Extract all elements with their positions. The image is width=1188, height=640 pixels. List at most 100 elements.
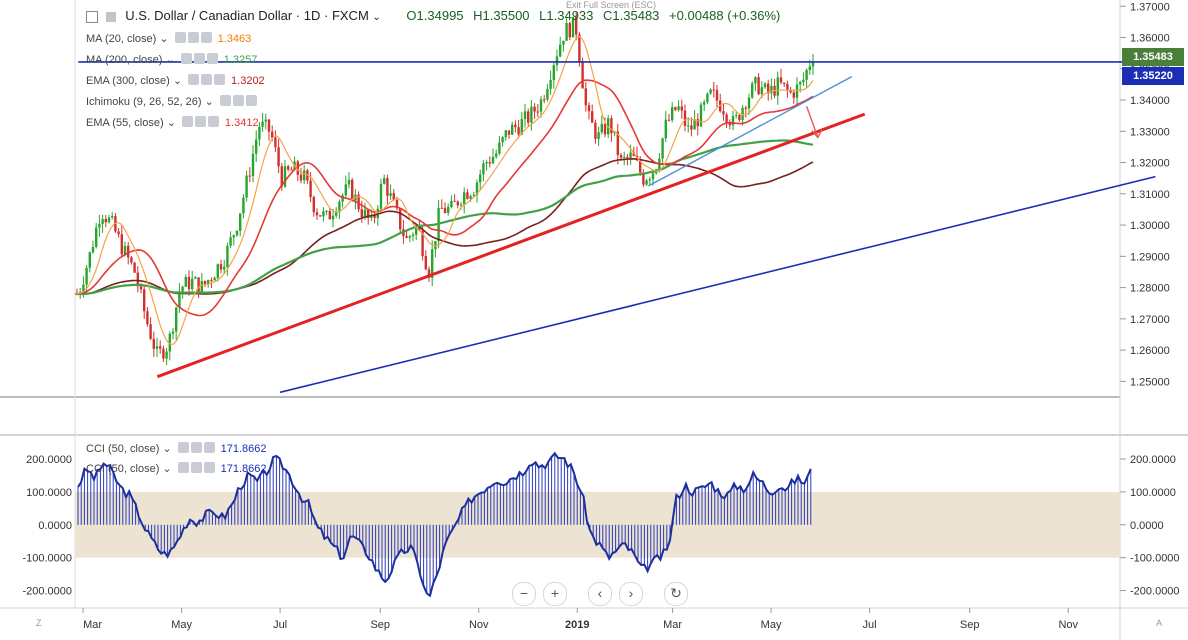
candle-body xyxy=(463,192,466,205)
eye-icon[interactable] xyxy=(219,95,231,107)
candle-body xyxy=(363,209,367,218)
indicator-label[interactable]: MA (200, close) ⌄ xyxy=(86,54,175,66)
gear-icon[interactable] xyxy=(232,95,244,107)
gear-icon[interactable] xyxy=(194,116,206,128)
indicator-label[interactable]: EMA (300, close) ⌄ xyxy=(86,75,183,87)
symbol-name[interactable]: U.S. Dollar / Canadian Dollar xyxy=(125,8,293,23)
candle-body xyxy=(591,111,594,123)
arrow-head[interactable] xyxy=(811,129,823,139)
cci-actions[interactable] xyxy=(177,462,217,476)
eye-icon[interactable] xyxy=(177,442,189,454)
close-icon[interactable] xyxy=(214,74,226,86)
candle-body xyxy=(690,125,693,130)
cci-legend-1[interactable]: CCI (50, close) ⌄ 171.8662 xyxy=(86,462,267,476)
candle-body xyxy=(799,82,802,85)
indicator-actions[interactable] xyxy=(188,74,227,88)
close-icon[interactable] xyxy=(207,116,219,128)
candle-body xyxy=(549,79,552,89)
close-icon[interactable] xyxy=(245,95,257,107)
candle-body xyxy=(488,162,491,164)
zoom-in-button[interactable]: + xyxy=(543,582,567,606)
candle-body xyxy=(85,267,88,285)
candle-body xyxy=(146,311,149,325)
candle-body xyxy=(706,93,709,103)
candle-body xyxy=(370,215,373,218)
candle-body xyxy=(722,111,725,115)
source-label[interactable]: FXCM xyxy=(331,8,369,23)
indicator-legend-4[interactable]: EMA (55, close) ⌄ 1.3412 xyxy=(86,116,259,130)
exit-fullscreen-hint[interactable]: Exit Full Screen (ESC) xyxy=(566,0,657,10)
candle-body xyxy=(805,69,808,80)
candle-body xyxy=(770,85,773,94)
candle-body xyxy=(91,246,95,253)
candle-body xyxy=(613,131,616,134)
interval-label[interactable]: 1D xyxy=(303,8,321,23)
indicator-legend-0[interactable]: MA (20, close) ⌄ 1.3463 xyxy=(86,32,251,46)
eye-icon[interactable] xyxy=(188,74,200,86)
gear-icon[interactable] xyxy=(190,462,202,474)
indicator-legend-2[interactable]: EMA (300, close) ⌄ 1.3202 xyxy=(86,74,265,88)
candle-body xyxy=(264,119,267,122)
reset-chart-button[interactable]: ↻ xyxy=(664,582,688,606)
cci-legend-0[interactable]: CCI (50, close) ⌄ 171.8662 xyxy=(86,442,267,456)
candle-body xyxy=(741,107,744,120)
time-tick-label: May xyxy=(761,619,782,631)
trendline-2[interactable] xyxy=(647,75,853,187)
zoom-out-button[interactable]: − xyxy=(512,582,536,606)
trendline-1[interactable] xyxy=(279,175,1156,394)
indicator-actions[interactable] xyxy=(174,32,214,46)
indicator-actions[interactable] xyxy=(180,53,220,67)
chevron-down-icon[interactable]: ⌄ xyxy=(372,12,381,23)
indicator-label[interactable]: Ichimoku (9, 26, 52, 26) ⌄ xyxy=(86,96,214,108)
close-icon[interactable] xyxy=(203,442,215,454)
price-tick-label: 1.26000 xyxy=(1130,345,1170,357)
candle-body xyxy=(82,284,85,293)
indicator-legend-3[interactable]: Ichimoku (9, 26, 52, 26) ⌄ xyxy=(86,95,263,109)
cci-actions[interactable] xyxy=(177,442,217,456)
candle-body xyxy=(328,211,331,220)
eye-icon[interactable] xyxy=(177,462,189,474)
candle-body xyxy=(395,199,399,209)
candle-body xyxy=(597,132,600,139)
candle-body xyxy=(651,173,655,180)
indicator-actions[interactable] xyxy=(219,95,259,109)
eye-icon[interactable] xyxy=(180,53,192,65)
gear-icon[interactable] xyxy=(201,74,213,86)
cci-label[interactable]: CCI (50, close) ⌄ xyxy=(86,443,172,455)
close-icon[interactable] xyxy=(206,53,218,65)
gear-icon[interactable] xyxy=(190,442,202,454)
scroll-left-button[interactable]: ‹ xyxy=(588,582,612,606)
indicator-legend-1[interactable]: MA (200, close) ⌄ 1.3257 xyxy=(86,53,257,67)
collapse-icon[interactable] xyxy=(86,10,98,23)
gear-icon[interactable] xyxy=(193,53,205,65)
candle-body xyxy=(453,200,456,202)
close-icon[interactable] xyxy=(200,32,212,44)
candle-body xyxy=(459,204,463,206)
candle-body xyxy=(239,213,242,231)
chart-header: U.S. Dollar / Canadian Dollar · 1D · FXC… xyxy=(86,8,786,23)
candle-body xyxy=(191,278,194,290)
candle-body xyxy=(373,215,376,219)
indicator-label[interactable]: MA (20, close) ⌄ xyxy=(86,33,169,45)
indicator-label[interactable]: EMA (55, close) ⌄ xyxy=(86,117,176,129)
candle-body xyxy=(178,291,181,308)
trendline-0[interactable] xyxy=(156,112,866,379)
a-corner-label[interactable]: A xyxy=(1156,618,1163,628)
scroll-right-button[interactable]: › xyxy=(619,582,643,606)
ma-line-0 xyxy=(74,157,814,296)
arrow-shaft[interactable] xyxy=(805,106,819,138)
eye-icon[interactable] xyxy=(174,32,186,44)
eye-icon[interactable] xyxy=(181,116,193,128)
gear-icon[interactable] xyxy=(187,32,199,44)
cci-label[interactable]: CCI (50, close) ⌄ xyxy=(86,463,172,475)
time-tick-label: Sep xyxy=(370,619,390,631)
z-corner-label[interactable]: Z xyxy=(36,618,42,628)
candle-body xyxy=(424,256,427,270)
candle-body xyxy=(411,234,415,237)
candle-body xyxy=(735,115,738,117)
cci-tick-label-right: -100.0000 xyxy=(1130,553,1180,565)
close-icon[interactable] xyxy=(203,462,215,474)
indicator-actions[interactable] xyxy=(181,116,221,130)
candle-body xyxy=(248,175,251,177)
